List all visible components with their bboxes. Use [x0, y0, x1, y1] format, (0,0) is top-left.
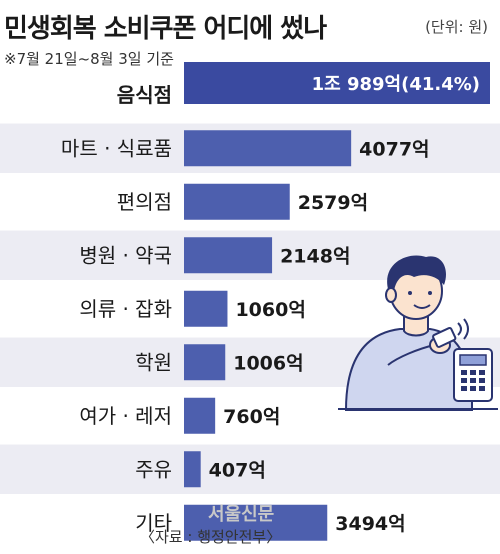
value-label: 1조 989억(41.4%) — [312, 74, 480, 95]
bar — [184, 451, 201, 488]
chart-title: 민생회복 소비쿠폰 어디에 썼나 — [4, 14, 327, 44]
category-label: 의류 · 잡화 — [79, 297, 172, 321]
bar — [184, 290, 228, 327]
value-label: 407억 — [209, 459, 266, 481]
source-note: 〈자료 : 행정안전부〉 — [140, 528, 282, 546]
bar — [184, 130, 352, 167]
category-label: 주유 — [135, 457, 172, 481]
category-label: 병원 · 약국 — [79, 243, 172, 267]
bar — [184, 504, 328, 541]
person-paying-with-card-icon — [338, 255, 498, 411]
bar — [184, 344, 226, 381]
bar — [184, 237, 273, 274]
value-label: 2148억 — [280, 245, 350, 267]
value-label: 4077억 — [359, 138, 429, 160]
value-label: 1060억 — [235, 299, 305, 321]
period-note: ※7월 21일~8월 3일 기준 — [4, 50, 174, 68]
row-band — [0, 444, 500, 494]
category-label: 기타 — [135, 511, 172, 535]
category-label: 음식점 — [117, 83, 172, 107]
bar — [184, 397, 216, 434]
unit-label: (단위: 원) — [425, 18, 488, 36]
value-label: 760억 — [223, 406, 280, 428]
category-label: 마트 · 식료품 — [61, 136, 172, 160]
bar — [184, 62, 490, 104]
value-label: 3494억 — [335, 513, 405, 535]
value-label: 1006억 — [233, 352, 303, 374]
newspaper-watermark: 서울신문 — [208, 504, 275, 525]
bar — [184, 183, 290, 220]
category-label: 편의점 — [117, 190, 172, 214]
category-label: 학원 — [135, 350, 172, 374]
value-label: 2579억 — [298, 192, 368, 214]
category-label: 여가 · 레저 — [79, 404, 172, 428]
